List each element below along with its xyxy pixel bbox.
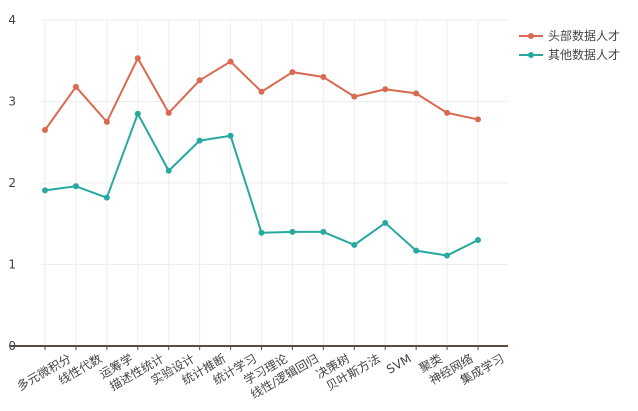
data-point — [320, 74, 327, 81]
data-point — [351, 241, 358, 248]
y-tick-label: 3 — [8, 95, 16, 109]
data-point — [351, 93, 358, 100]
axes: 01234多元微积分线性代数运筹学描述性统计实验设计统计推断统计学习学习理论线性… — [8, 13, 508, 402]
series-lines — [42, 55, 481, 259]
legend-label: 其他数据人才 — [548, 47, 620, 62]
data-point — [444, 109, 451, 116]
data-point — [382, 219, 389, 226]
data-point — [103, 194, 110, 201]
data-point — [289, 69, 296, 76]
grid-lines — [41, 19, 508, 346]
data-point — [165, 167, 172, 174]
data-point — [475, 237, 481, 244]
data-point — [196, 77, 203, 84]
data-point — [196, 137, 203, 144]
data-point — [258, 229, 265, 236]
data-point — [42, 187, 48, 194]
data-point — [134, 110, 141, 117]
data-point — [134, 55, 141, 62]
data-point — [413, 90, 420, 97]
data-point — [475, 116, 481, 123]
data-point — [72, 183, 79, 190]
data-point — [413, 247, 420, 254]
data-point — [382, 86, 389, 93]
y-tick-label: 2 — [8, 176, 16, 190]
data-point — [42, 127, 48, 134]
data-point — [227, 58, 234, 65]
data-point — [320, 228, 327, 235]
data-point — [258, 88, 265, 95]
legend-swatch-marker — [528, 52, 534, 58]
legend-label: 头部数据人才 — [548, 28, 620, 43]
y-tick-label: 4 — [8, 13, 16, 27]
x-tick-label: SVM — [384, 351, 414, 376]
data-point — [289, 228, 296, 235]
data-point — [103, 118, 110, 125]
y-tick-label: 1 — [8, 258, 16, 272]
data-point — [72, 83, 79, 90]
data-point — [165, 109, 172, 116]
data-point — [227, 132, 234, 139]
legend-swatch-marker — [528, 33, 534, 39]
data-point — [444, 252, 451, 259]
